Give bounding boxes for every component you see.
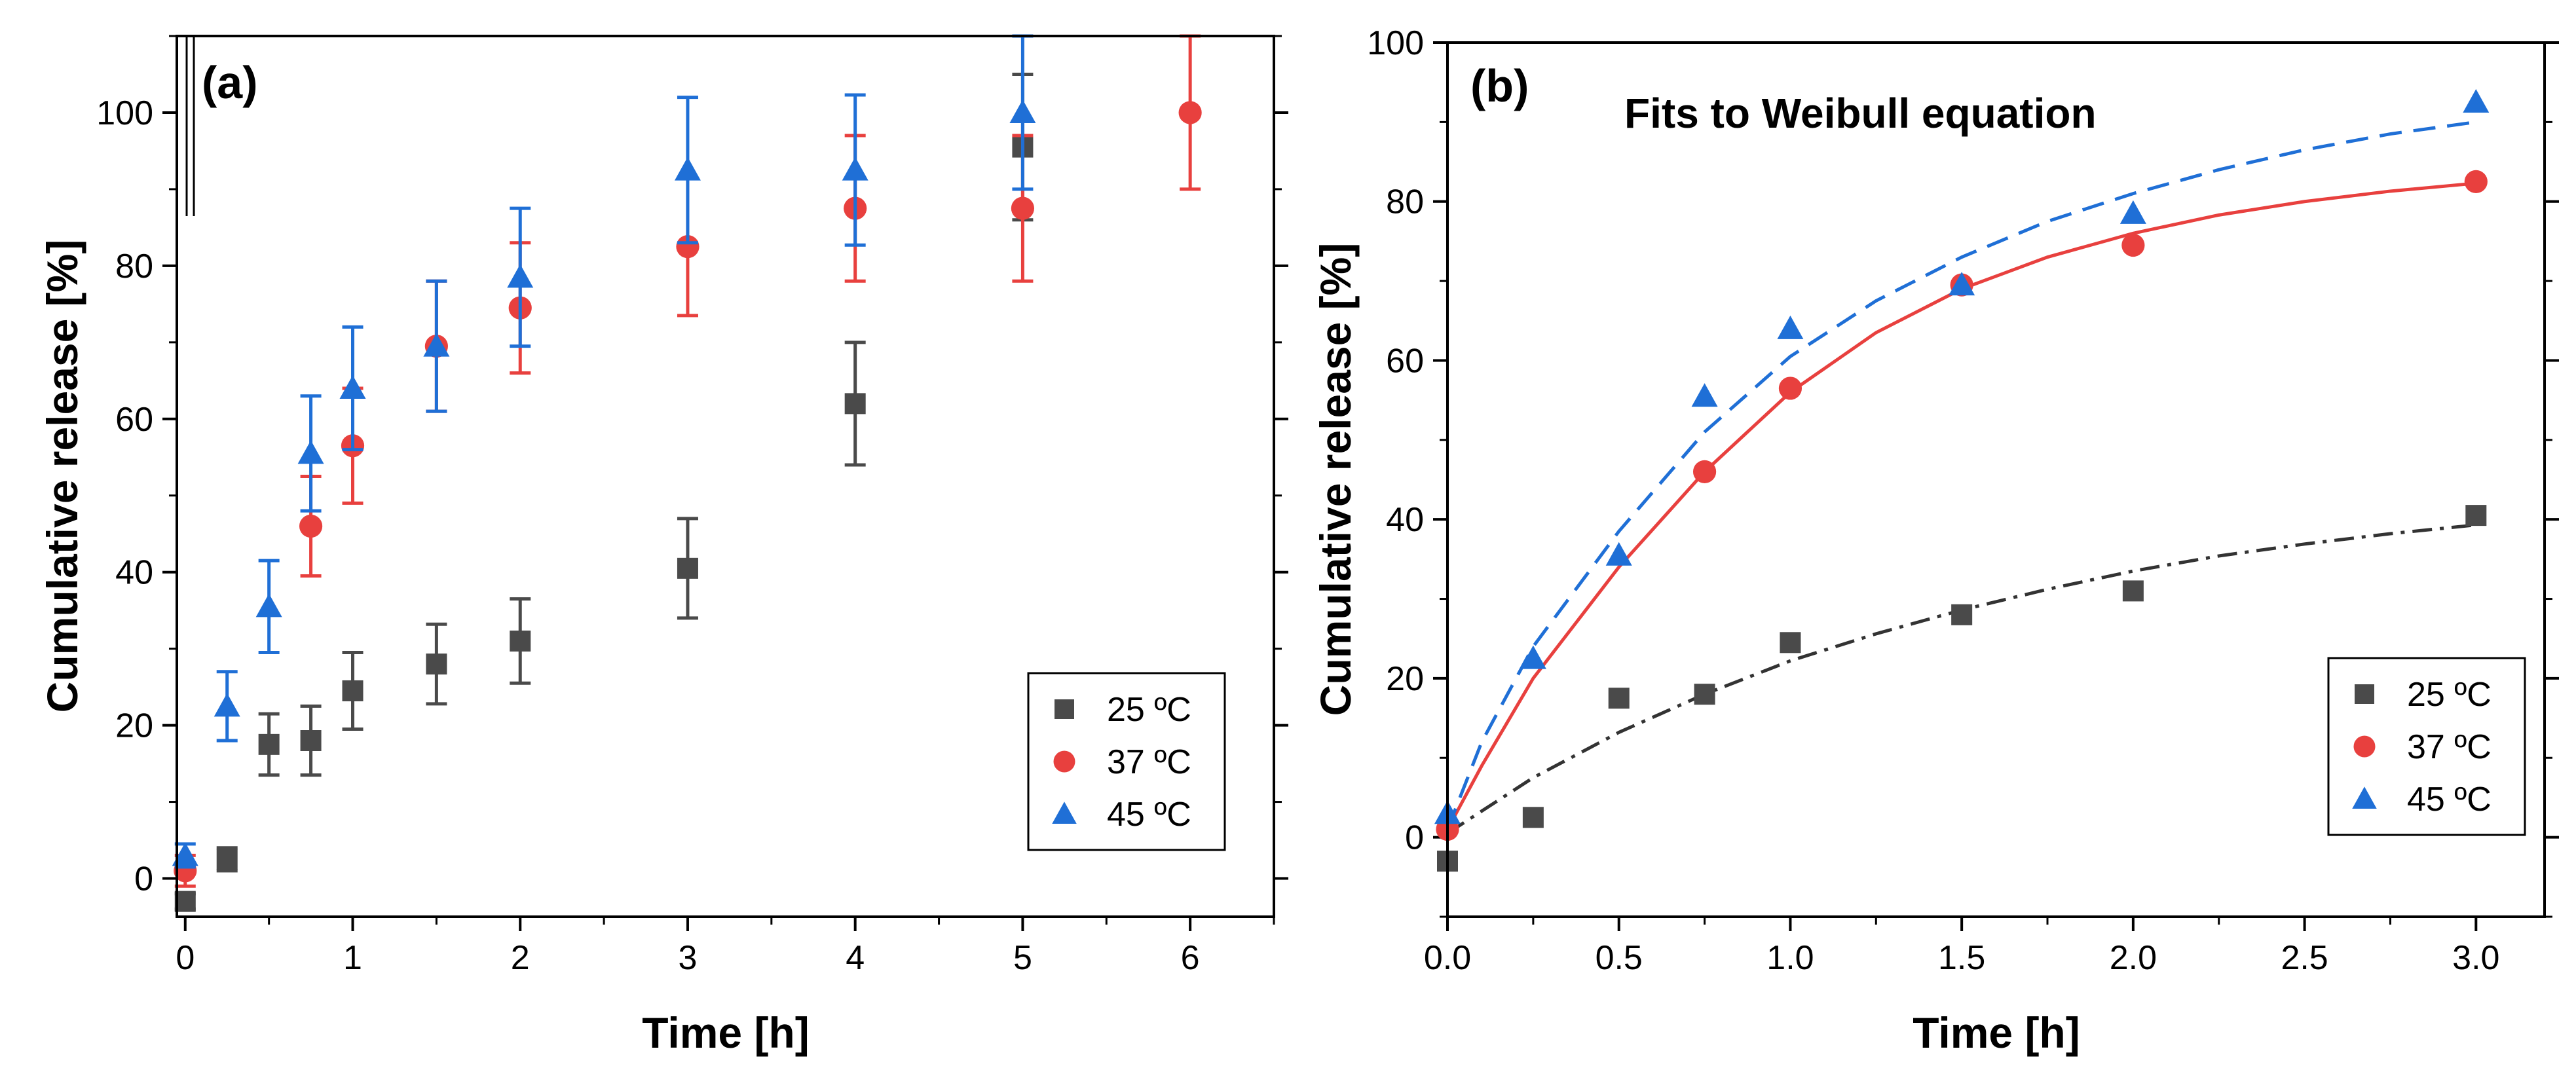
panel-a-point-series-0 (258, 733, 280, 755)
panel-a-point-series-0 (677, 557, 698, 579)
panel-a-legend-label-0: 25 ºC (1107, 691, 1191, 729)
panel-a-point-series-2 (423, 333, 450, 357)
panel-a-legend-label-2: 45 ºC (1107, 796, 1191, 834)
panel-a-y-tick-label: 20 (115, 707, 153, 745)
panel-b-point-series-1 (1692, 460, 1717, 483)
panel-a-point-series-2 (674, 157, 701, 181)
panel-b-point-series-0 (2122, 580, 2144, 602)
panel-b-point-series-2 (2463, 89, 2490, 113)
panel-a-plot-frame (176, 35, 1275, 918)
panel-b-point-series-1 (1778, 377, 1802, 400)
panel-a-point-series-0 (174, 891, 196, 912)
panel-b-y-tick-label: 20 (1386, 660, 1424, 698)
panel-b-legend-marker-2 (2352, 786, 2377, 809)
panel-b-point-series-0 (1522, 807, 1544, 828)
panel-a-y-tick-label: 100 (96, 94, 153, 132)
panel-b-legend-label-1: 37 ºC (2407, 728, 2492, 766)
panel-b-point-series-0 (1780, 632, 1801, 654)
panel-a-x-tick-label: 5 (1013, 939, 1032, 977)
panel-a-point-series-1 (676, 235, 700, 259)
panel-a-y-tick-label: 40 (115, 554, 153, 592)
panel-a-point-series-0 (426, 654, 447, 675)
panel-b-x-tick-label: 1.5 (1938, 939, 1985, 977)
panel-a-point-series-2 (255, 593, 282, 617)
panel-a-y-tick-label: 80 (115, 248, 153, 286)
panel-b-chart: 0.0 0.5 1.0 1.5 2.0 2.5 3.0 0 20 40 60 80 100 (b) Fi… (1311, 24, 2559, 1057)
panel-b-point-series-2 (1605, 542, 1632, 566)
panel-b-legend: 25 ºC 37 ºC 45 ºC (2327, 657, 2526, 836)
panel-a-point-series-0 (844, 393, 866, 415)
panel-b-fit-curve-1 (1446, 181, 2476, 830)
panel-b-point-series-2 (1691, 383, 1718, 407)
panel-b-point-series-1 (2121, 233, 2145, 257)
panel-b-point-series-0 (1608, 688, 1630, 709)
panel-b-point-series-1 (2464, 170, 2488, 193)
panel-b-legend-marker-0 (2355, 684, 2374, 704)
panel-b-point-series-0 (2465, 505, 2487, 526)
panel-b-plot-frame (1446, 41, 2546, 918)
panel-a-point-series-2 (507, 264, 534, 288)
panel-a-point-series-2 (842, 157, 868, 181)
panel-a-point-series-2 (214, 693, 240, 717)
panel-b-legend-label-2: 45 ºC (2407, 781, 2492, 819)
panel-b-point-series-2 (2119, 200, 2146, 224)
panel-a-x-tick-label: 6 (1181, 939, 1200, 977)
panel-b-y-tick-label: 80 (1386, 183, 1424, 221)
panel-a-point-series-0 (300, 730, 322, 751)
panel-a-legend-label-1: 37 ºC (1107, 743, 1191, 781)
panel-b-point-series-0 (1694, 684, 1715, 705)
panel-a-point-series-0 (216, 849, 238, 870)
panel-b-x-tick-label: 0.5 (1596, 939, 1643, 977)
panel-a-x-axis-title: Time [h] (642, 1008, 809, 1057)
panel-a-point-series-1 (299, 514, 323, 538)
panel-a-y-tick-label: 0 (134, 860, 153, 898)
panel-b-fit-curve-0 (1446, 523, 2476, 835)
panel-b-x-axis-title: Time [h] (1913, 1008, 2080, 1057)
panel-b-y-tick-label: 100 (1367, 24, 1424, 62)
panel-b-legend-marker-1 (2353, 735, 2376, 758)
panel-b-x-tick-label: 2.5 (2281, 939, 2328, 977)
panel-a-point-series-2 (339, 375, 366, 399)
panel-a-point-series-0 (510, 630, 531, 652)
panel-a-x-tick-label: 4 (846, 939, 865, 977)
panel-a-legend-marker-1 (1053, 750, 1075, 773)
panel-b-fit-curve-2 (1446, 120, 2476, 830)
panel-b-y-tick-label: 0 (1405, 819, 1424, 857)
panel-b-x-tick-label: 1.0 (1766, 939, 1814, 977)
panel-a-point-series-2 (172, 842, 198, 866)
panel-a-x-tick-label: 1 (343, 939, 362, 977)
panel-b-x-tick-label: 0.0 (1424, 939, 1471, 977)
panel-b-x-tick-label: 2.0 (2110, 939, 2157, 977)
panel-b-point-series-2 (1520, 645, 1546, 669)
panel-a-x-tick-label: 0 (176, 939, 195, 977)
panel-a-point-series-2 (297, 440, 324, 464)
panel-a-legend: 25 ºC 37 ºC 45 ºC (1027, 672, 1226, 851)
panel-b-y-tick-label: 60 (1386, 342, 1424, 380)
panel-a-y-axis-title: Cumulative release [%] (38, 240, 86, 713)
panel-b-point-series-2 (1949, 272, 1975, 296)
panel-a-legend-marker-2 (1052, 801, 1077, 824)
panel-a-legend-marker-0 (1055, 699, 1074, 719)
panel-a-label: (a) (202, 57, 258, 108)
panel-b-legend-label-0: 25 ºC (2407, 676, 2492, 714)
panel-a-x-tick-label: 2 (511, 939, 530, 977)
panel-a-point-series-1 (1011, 196, 1035, 220)
panel-b-point-series-2 (1777, 315, 1804, 339)
panel-a-point-series-0 (342, 680, 364, 701)
panel-a-x-tick-label: 3 (679, 939, 698, 977)
panel-a-y-tick-label: 60 (115, 401, 153, 439)
panel-b-title: Fits to Weibull equation (1624, 90, 2097, 137)
panel-b-y-axis-title: Cumulative release [%] (1311, 243, 1360, 716)
panel-a-point-series-1 (1178, 101, 1202, 124)
panel-b-x-tick-label: 3.0 (2452, 939, 2499, 977)
panel-b-label: (b) (1470, 60, 1529, 111)
panel-b-y-tick-label: 40 (1386, 501, 1424, 539)
panel-a-point-series-2 (1009, 99, 1036, 123)
panel-b-point-series-0 (1951, 604, 1973, 625)
